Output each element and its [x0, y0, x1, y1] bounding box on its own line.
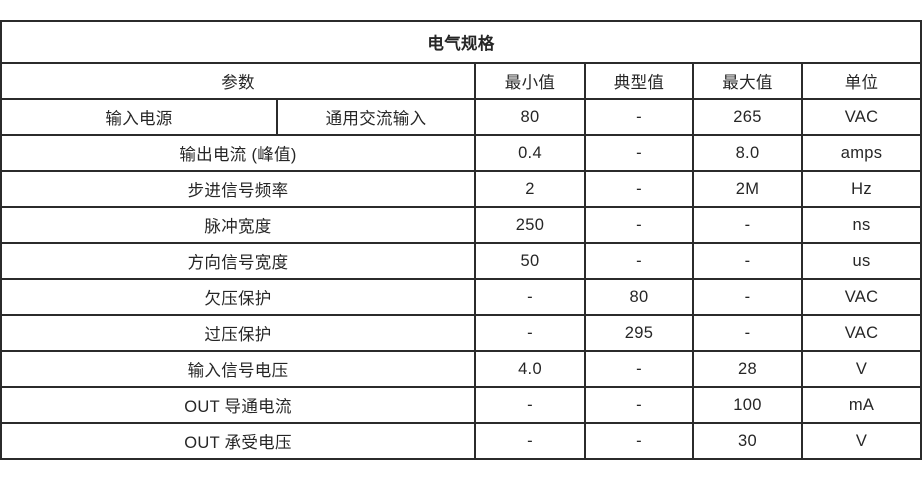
cell-max: 100	[692, 386, 803, 424]
header-unit: 单位	[800, 62, 922, 100]
cell-typ: -	[584, 350, 694, 388]
cell-min: 2	[474, 170, 586, 208]
header-typ: 典型值	[584, 62, 694, 100]
header-max: 最大值	[692, 62, 803, 100]
cell-param: 脉冲宽度	[0, 206, 476, 244]
cell-unit: amps	[800, 134, 922, 172]
cell-typ: -	[584, 170, 694, 208]
table-row: 输出电流 (峰值) 0.4 - 8.0 amps	[0, 134, 922, 172]
cell-param: 方向信号宽度	[0, 242, 476, 280]
cell-unit: V	[800, 422, 922, 460]
cell-min: -	[474, 278, 586, 316]
cell-max: 28	[692, 350, 803, 388]
cell-unit: Hz	[800, 170, 922, 208]
cell-unit: V	[800, 350, 922, 388]
cell-min: 0.4	[474, 134, 586, 172]
cell-param-sub: 通用交流输入	[276, 98, 476, 136]
table-row: 输入信号电压 4.0 - 28 V	[0, 350, 922, 388]
cell-unit: VAC	[800, 98, 922, 136]
cell-param: OUT 导通电流	[0, 386, 476, 424]
table-row: 步进信号频率 2 - 2M Hz	[0, 170, 922, 208]
cell-min: 50	[474, 242, 586, 280]
cell-typ: 295	[584, 314, 694, 352]
table-row: 方向信号宽度 50 - - us	[0, 242, 922, 280]
cell-min: -	[474, 314, 586, 352]
cell-param: 输入信号电压	[0, 350, 476, 388]
cell-param: 欠压保护	[0, 278, 476, 316]
cell-unit: VAC	[800, 314, 922, 352]
table-row: 欠压保护 - 80 - VAC	[0, 278, 922, 316]
table-row: 过压保护 - 295 - VAC	[0, 314, 922, 352]
cell-max: 265	[692, 98, 803, 136]
table-row: 输入电源 通用交流输入 80 - 265 VAC	[0, 98, 922, 136]
table-title-row: 电气规格	[0, 20, 922, 64]
cell-max: -	[692, 242, 803, 280]
header-param: 参数	[0, 62, 476, 100]
cell-unit: ns	[800, 206, 922, 244]
cell-typ: -	[584, 206, 694, 244]
cell-min: -	[474, 422, 586, 460]
cell-typ: -	[584, 386, 694, 424]
cell-param: 输出电流 (峰值)	[0, 134, 476, 172]
cell-typ: -	[584, 242, 694, 280]
cell-typ: -	[584, 134, 694, 172]
cell-unit: mA	[800, 386, 922, 424]
cell-min: 250	[474, 206, 586, 244]
table-title: 电气规格	[0, 20, 922, 64]
cell-max: 2M	[692, 170, 803, 208]
table-header-row: 参数 最小值 典型值 最大值 单位	[0, 62, 922, 100]
cell-min: 4.0	[474, 350, 586, 388]
cell-max: 8.0	[692, 134, 803, 172]
cell-param: 步进信号频率	[0, 170, 476, 208]
cell-max: -	[692, 314, 803, 352]
table-row: OUT 承受电压 - - 30 V	[0, 422, 922, 460]
header-min: 最小值	[474, 62, 586, 100]
cell-typ: -	[584, 422, 694, 460]
electrical-specs-table: 电气规格 参数 最小值 典型值 最大值 单位 输入电源 通用交流输入 80 - …	[0, 20, 922, 460]
cell-max: 30	[692, 422, 803, 460]
cell-typ: 80	[584, 278, 694, 316]
cell-param: OUT 承受电压	[0, 422, 476, 460]
table-row: OUT 导通电流 - - 100 mA	[0, 386, 922, 424]
cell-unit: VAC	[800, 278, 922, 316]
cell-typ: -	[584, 98, 694, 136]
cell-param: 过压保护	[0, 314, 476, 352]
cell-param: 输入电源	[0, 98, 278, 136]
cell-max: -	[692, 278, 803, 316]
table-row: 脉冲宽度 250 - - ns	[0, 206, 922, 244]
cell-min: -	[474, 386, 586, 424]
cell-max: -	[692, 206, 803, 244]
cell-min: 80	[474, 98, 586, 136]
cell-unit: us	[800, 242, 922, 280]
